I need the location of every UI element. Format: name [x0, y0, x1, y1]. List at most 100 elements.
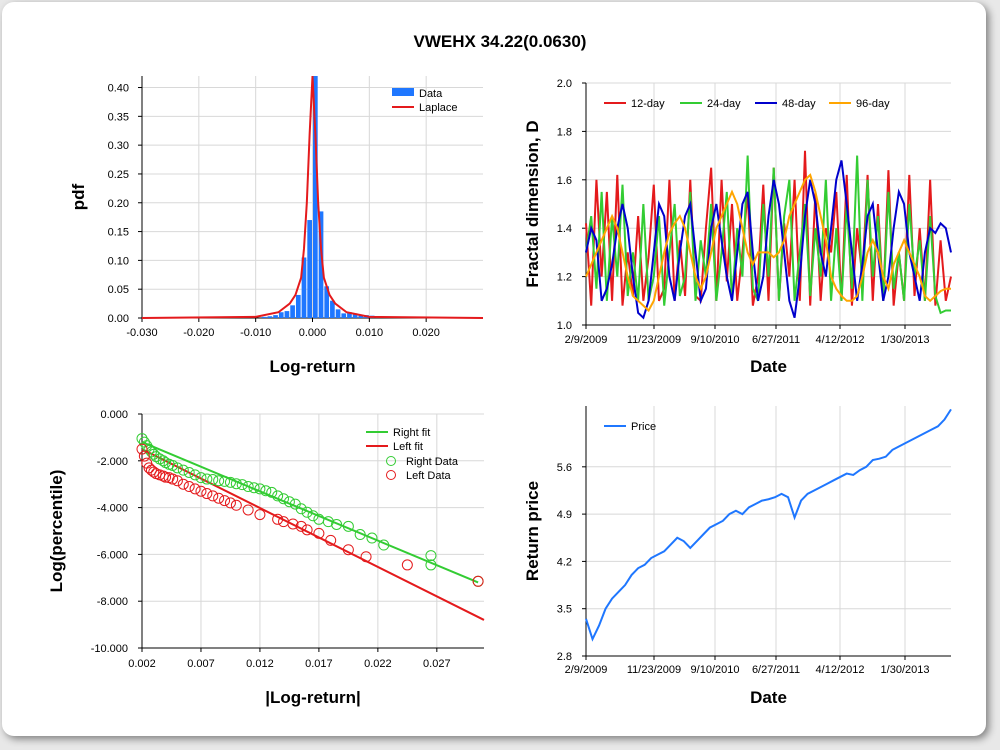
right-data-point	[272, 490, 284, 502]
left-data-point	[177, 478, 189, 490]
right-data-point	[283, 496, 295, 508]
legend-label-24-day: 24-day	[707, 98, 741, 110]
histogram-bar	[261, 316, 267, 318]
left-data-point	[160, 471, 172, 483]
y-tick-label: 4.2	[557, 556, 572, 568]
right-data-point	[278, 493, 290, 505]
left-data-point	[295, 520, 307, 532]
right-data-point	[242, 481, 254, 493]
legend-label-96-day: 96-day	[856, 98, 890, 110]
x-tick-label: 9/10/2010	[691, 334, 740, 346]
laplace-line	[141, 75, 484, 319]
y-axis-title: pdf	[69, 183, 88, 210]
left-data-point	[342, 544, 354, 556]
x-tick-label: 0.022	[364, 658, 392, 670]
x-tick-label: 0.012	[246, 658, 274, 670]
histogram-bar	[278, 312, 284, 318]
legend-label-laplace: Laplace	[419, 102, 458, 114]
left-data-point	[224, 497, 236, 509]
right-data-point	[195, 472, 207, 484]
left-data-point	[213, 492, 225, 504]
y-tick-label: -10.000	[91, 643, 128, 655]
right-data-point	[207, 474, 219, 486]
y-tick-label: 0.35	[108, 111, 129, 123]
right-data-point	[189, 469, 201, 481]
y-tick-label: 1.6	[557, 175, 572, 187]
y-tick-label: 0.00	[108, 313, 129, 325]
y-tick-label: 0.25	[108, 169, 129, 181]
x-tick-label: 0.007	[187, 658, 215, 670]
x-tick-label: 4/12/2012	[816, 664, 865, 676]
right-data-point	[307, 510, 319, 522]
left-data-point	[360, 551, 372, 563]
left-data-point	[195, 485, 207, 497]
right-data-point	[224, 476, 236, 488]
x-tick-label: 9/10/2010	[691, 664, 740, 676]
x-tick-label: 0.000	[299, 327, 327, 339]
left-data-point	[201, 488, 213, 500]
legend-label-12-day: 12-day	[631, 98, 665, 110]
x-axis-title: Date	[750, 688, 787, 707]
x-tick-label: 0.020	[412, 327, 440, 339]
y-tick-label: 0.10	[108, 255, 129, 267]
left-data-point	[183, 481, 195, 493]
y-tick-label: 2.0	[557, 78, 572, 90]
y-tick-label: 0.30	[108, 140, 129, 152]
y-tick-label: 0.15	[108, 227, 129, 239]
left-data-point	[287, 518, 299, 530]
y-tick-label: 0.20	[108, 198, 129, 210]
right-data-point	[425, 559, 437, 571]
x-tick-label: 2/9/2009	[565, 664, 608, 676]
y-tick-label: 5.6	[557, 462, 572, 474]
histogram-bar	[352, 313, 358, 318]
y-tick-label: -8.000	[97, 596, 128, 608]
left-data-point	[219, 495, 231, 507]
x-tick-label: -0.030	[126, 327, 157, 339]
price-line	[585, 408, 952, 642]
right-data-point	[177, 464, 189, 476]
histogram-bar	[330, 300, 335, 318]
right-data-point	[201, 473, 213, 485]
right-data-point	[219, 475, 231, 487]
x-tick-label: 0.017	[305, 658, 333, 670]
left-data-point	[313, 527, 325, 539]
legend-label-left-data: Left Data	[406, 470, 452, 482]
left-data-point	[171, 475, 183, 487]
left-data-point	[148, 466, 160, 478]
y-axis-title: Return price	[523, 481, 542, 581]
x-tick-label: 2/9/2009	[565, 334, 608, 346]
histogram-bar	[341, 313, 347, 318]
x-tick-label: 0.002	[128, 658, 156, 670]
right-data-point	[260, 485, 272, 497]
x-tick-label: 11/23/2009	[627, 334, 681, 346]
y-axis-title: Log(percentile)	[47, 470, 66, 593]
left-data-point	[138, 450, 150, 462]
histogram-bar	[301, 257, 307, 318]
left-data-point	[301, 524, 313, 536]
y-tick-label: 3.5	[557, 604, 572, 616]
right-data-point	[248, 482, 260, 494]
right-data-point	[366, 532, 378, 544]
left-data-point	[167, 473, 179, 485]
y-tick-label: 1.8	[557, 126, 572, 138]
x-tick-label: 11/23/2009	[627, 664, 681, 676]
main-title: VWEHX 34.22(0.0630)	[413, 32, 587, 51]
x-axis-title: Log-return	[270, 357, 356, 376]
x-tick-label: -0.020	[183, 327, 214, 339]
right-data-point	[354, 529, 366, 541]
left-data-point	[136, 443, 148, 455]
left-data-point	[272, 513, 284, 525]
y-tick-label: 1.4	[557, 223, 572, 235]
legend-label-left-fit: Left fit	[393, 441, 423, 453]
histogram-bar	[295, 294, 301, 318]
y-tick-label: -2.000	[97, 456, 128, 468]
right-data-point	[331, 518, 343, 530]
right-data-point	[236, 479, 248, 491]
left-data-point	[230, 499, 242, 511]
x-axis-title: Date	[750, 357, 787, 376]
right-data-point	[295, 503, 307, 515]
right-data-point	[157, 455, 169, 467]
right-data-point	[425, 550, 437, 562]
histogram-bar	[267, 316, 273, 318]
